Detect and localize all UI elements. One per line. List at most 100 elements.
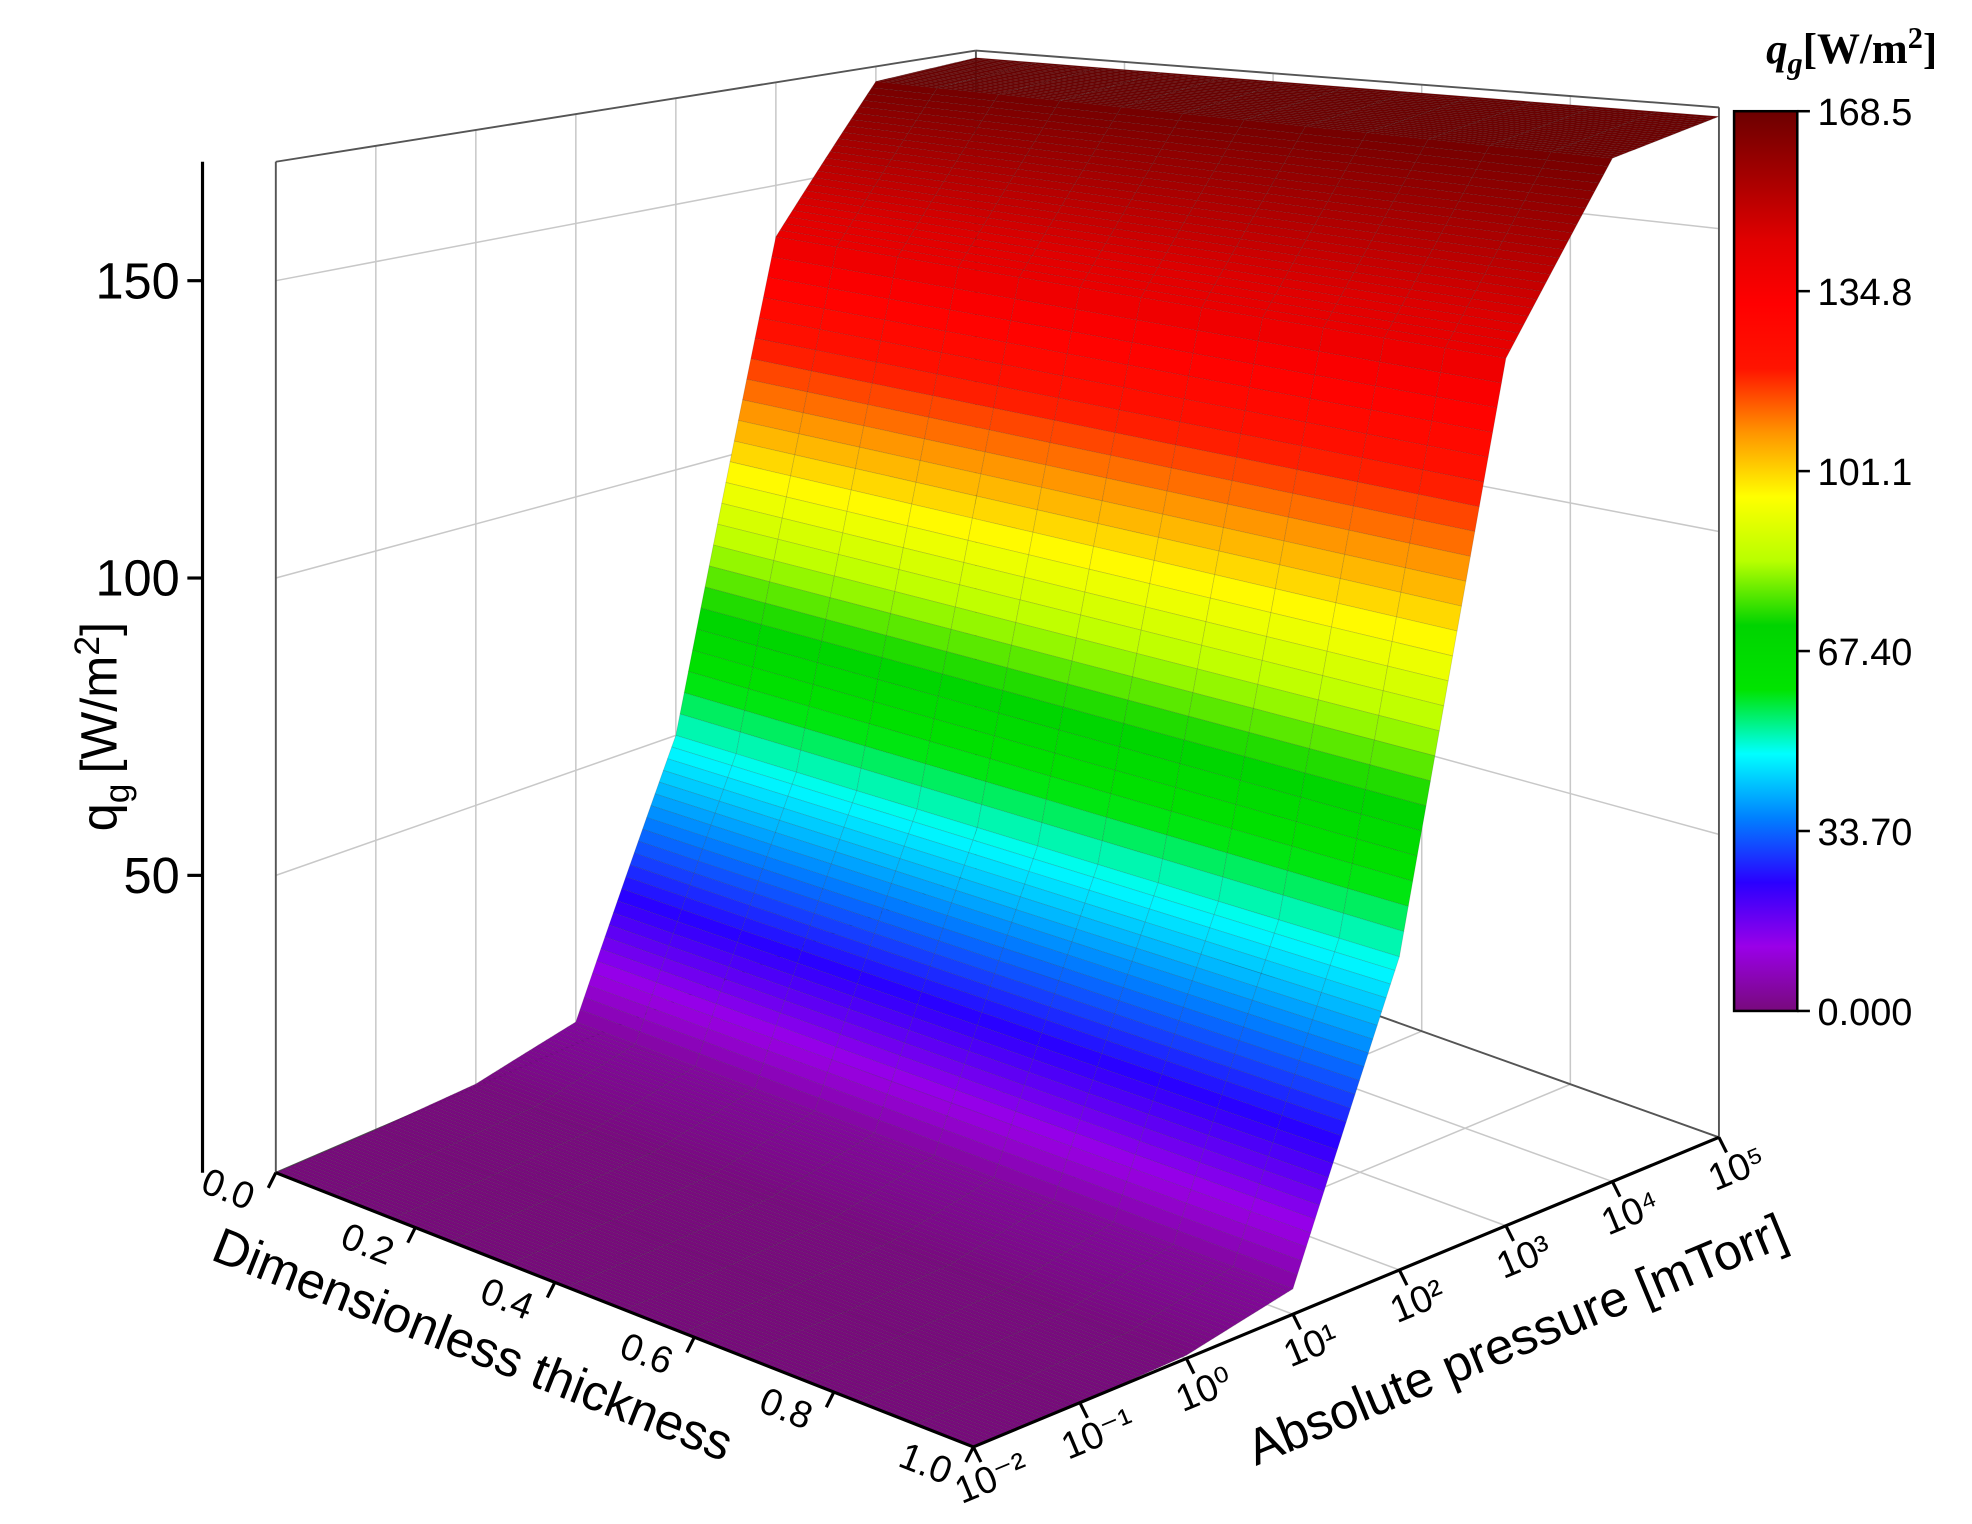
surface-cell (1572, 141, 1640, 150)
surface-cell (1550, 149, 1618, 159)
y-tick-label: 10⁻¹ (1055, 1401, 1140, 1468)
y-tick (1611, 1180, 1622, 1198)
x-tick (824, 1391, 836, 1408)
y-tick (1717, 1136, 1728, 1154)
y-tick (1291, 1313, 1302, 1331)
x-tick-label: 0.0 (196, 1161, 260, 1219)
surface-cell (1440, 347, 1507, 384)
surface-cell (1391, 616, 1458, 657)
surface-cell (1418, 469, 1485, 508)
surface-cell (1294, 1060, 1360, 1095)
z-title-symbol: q (71, 803, 128, 831)
y-tick (1504, 1225, 1515, 1242)
surface-cell (1356, 813, 1423, 857)
box-edge (275, 49, 977, 163)
surface-cell (1312, 1005, 1378, 1040)
colorbar-tick-label: 67.40 (1818, 632, 1913, 674)
surface-cell (1316, 992, 1383, 1026)
y-tick-label: 10⁻² (949, 1445, 1034, 1512)
z-title-power: 2 (68, 636, 107, 656)
surface-cell (1241, 1224, 1307, 1262)
surface-cell (1117, 1334, 1183, 1360)
surface-cell (1457, 314, 1525, 334)
surface-cell (1126, 1329, 1192, 1356)
surface-cell (1219, 1271, 1285, 1298)
surface-cell (1519, 200, 1587, 217)
cb-title-power: 2 (1908, 21, 1923, 55)
z-axis-title: qg [W/m2] (68, 622, 137, 832)
cb-title-unit: [W/m (1803, 26, 1908, 73)
surface-cell (1166, 1304, 1232, 1331)
y-tick-label: 10³ (1491, 1228, 1558, 1288)
surface-cell (1254, 1183, 1320, 1220)
surface-cell (1643, 114, 1711, 123)
z-tick-label: 50 (124, 847, 180, 904)
colorbar (1732, 109, 1799, 1013)
y-tick-label: 10⁵ (1702, 1139, 1772, 1200)
cb-title-subscript: g (1787, 46, 1803, 80)
x-tick (545, 1281, 557, 1299)
cb-title-symbol: q (1766, 26, 1787, 73)
x-tick (964, 1446, 975, 1463)
surface-cell (1546, 151, 1614, 167)
colorbar-tick-label: 33.70 (1818, 812, 1913, 854)
surface-cell (1453, 322, 1520, 342)
x-tick (406, 1226, 417, 1244)
colorbar-tick-label: 168.5 (1818, 92, 1913, 134)
y-tick (971, 1446, 983, 1463)
surface-cell (1422, 445, 1489, 483)
z-title-close: ] (71, 622, 128, 636)
surface (274, 57, 1720, 1448)
z-tick-label: 100 (95, 550, 179, 607)
surface-cell (1625, 121, 1693, 130)
z-tick-label: 150 (95, 252, 179, 309)
surface-cell (1369, 739, 1436, 782)
surface-cell (1320, 978, 1387, 1013)
surface-cell (1435, 372, 1502, 409)
surface-cell (1590, 134, 1657, 143)
y-tick-label: 10¹ (1278, 1316, 1345, 1376)
surface-cell (1090, 1346, 1157, 1372)
surface-cell (1183, 1293, 1250, 1320)
surface-cell (1135, 1323, 1201, 1351)
surface-cell (1174, 1299, 1241, 1326)
surface-cell (1192, 1288, 1259, 1315)
y-tick-label: 10⁴ (1596, 1183, 1666, 1244)
y-tick (1078, 1401, 1089, 1419)
y-tick-label: 10² (1384, 1272, 1451, 1332)
surface-cell (1303, 1032, 1369, 1068)
surface-cell (1196, 1285, 1263, 1312)
y-tick (1184, 1357, 1196, 1375)
x-tick (266, 1171, 278, 1189)
y-tick (1397, 1269, 1409, 1286)
surface-cell (1479, 273, 1547, 292)
surface-cell (1396, 591, 1462, 632)
box-edge (975, 49, 1720, 109)
surface-cell (1259, 1169, 1325, 1206)
colorbar-tick-label: 101.1 (1818, 452, 1913, 494)
y-tick-label: 10⁰ (1170, 1360, 1239, 1421)
y-axis-line (972, 1135, 1720, 1449)
surface-cell (1237, 1238, 1303, 1276)
surface-cell (1272, 1128, 1338, 1165)
x-axis-line (275, 1171, 974, 1449)
surface-cell (1082, 1349, 1148, 1376)
surface-cell (1298, 1046, 1365, 1082)
surface-cell (1338, 912, 1405, 958)
colorbar-tick-label: 0.000 (1818, 992, 1913, 1034)
surface-cell (1608, 127, 1675, 137)
surface-cell (1227, 1266, 1294, 1293)
cb-title-close: ] (1923, 26, 1937, 73)
colorbar-tick-label: 134.8 (1818, 272, 1913, 314)
surface-cell (1099, 1342, 1166, 1368)
surface-cell (1387, 641, 1454, 682)
surface-cell (1329, 951, 1396, 985)
surface-cell (1325, 964, 1392, 999)
colorbar-title: qg[W/m2] (1766, 21, 1937, 80)
x-tick-label: 1.0 (893, 1435, 957, 1493)
surface-cell (1497, 240, 1565, 259)
surface-cell (1431, 396, 1498, 433)
z-title-unit: [W/m (71, 656, 128, 774)
